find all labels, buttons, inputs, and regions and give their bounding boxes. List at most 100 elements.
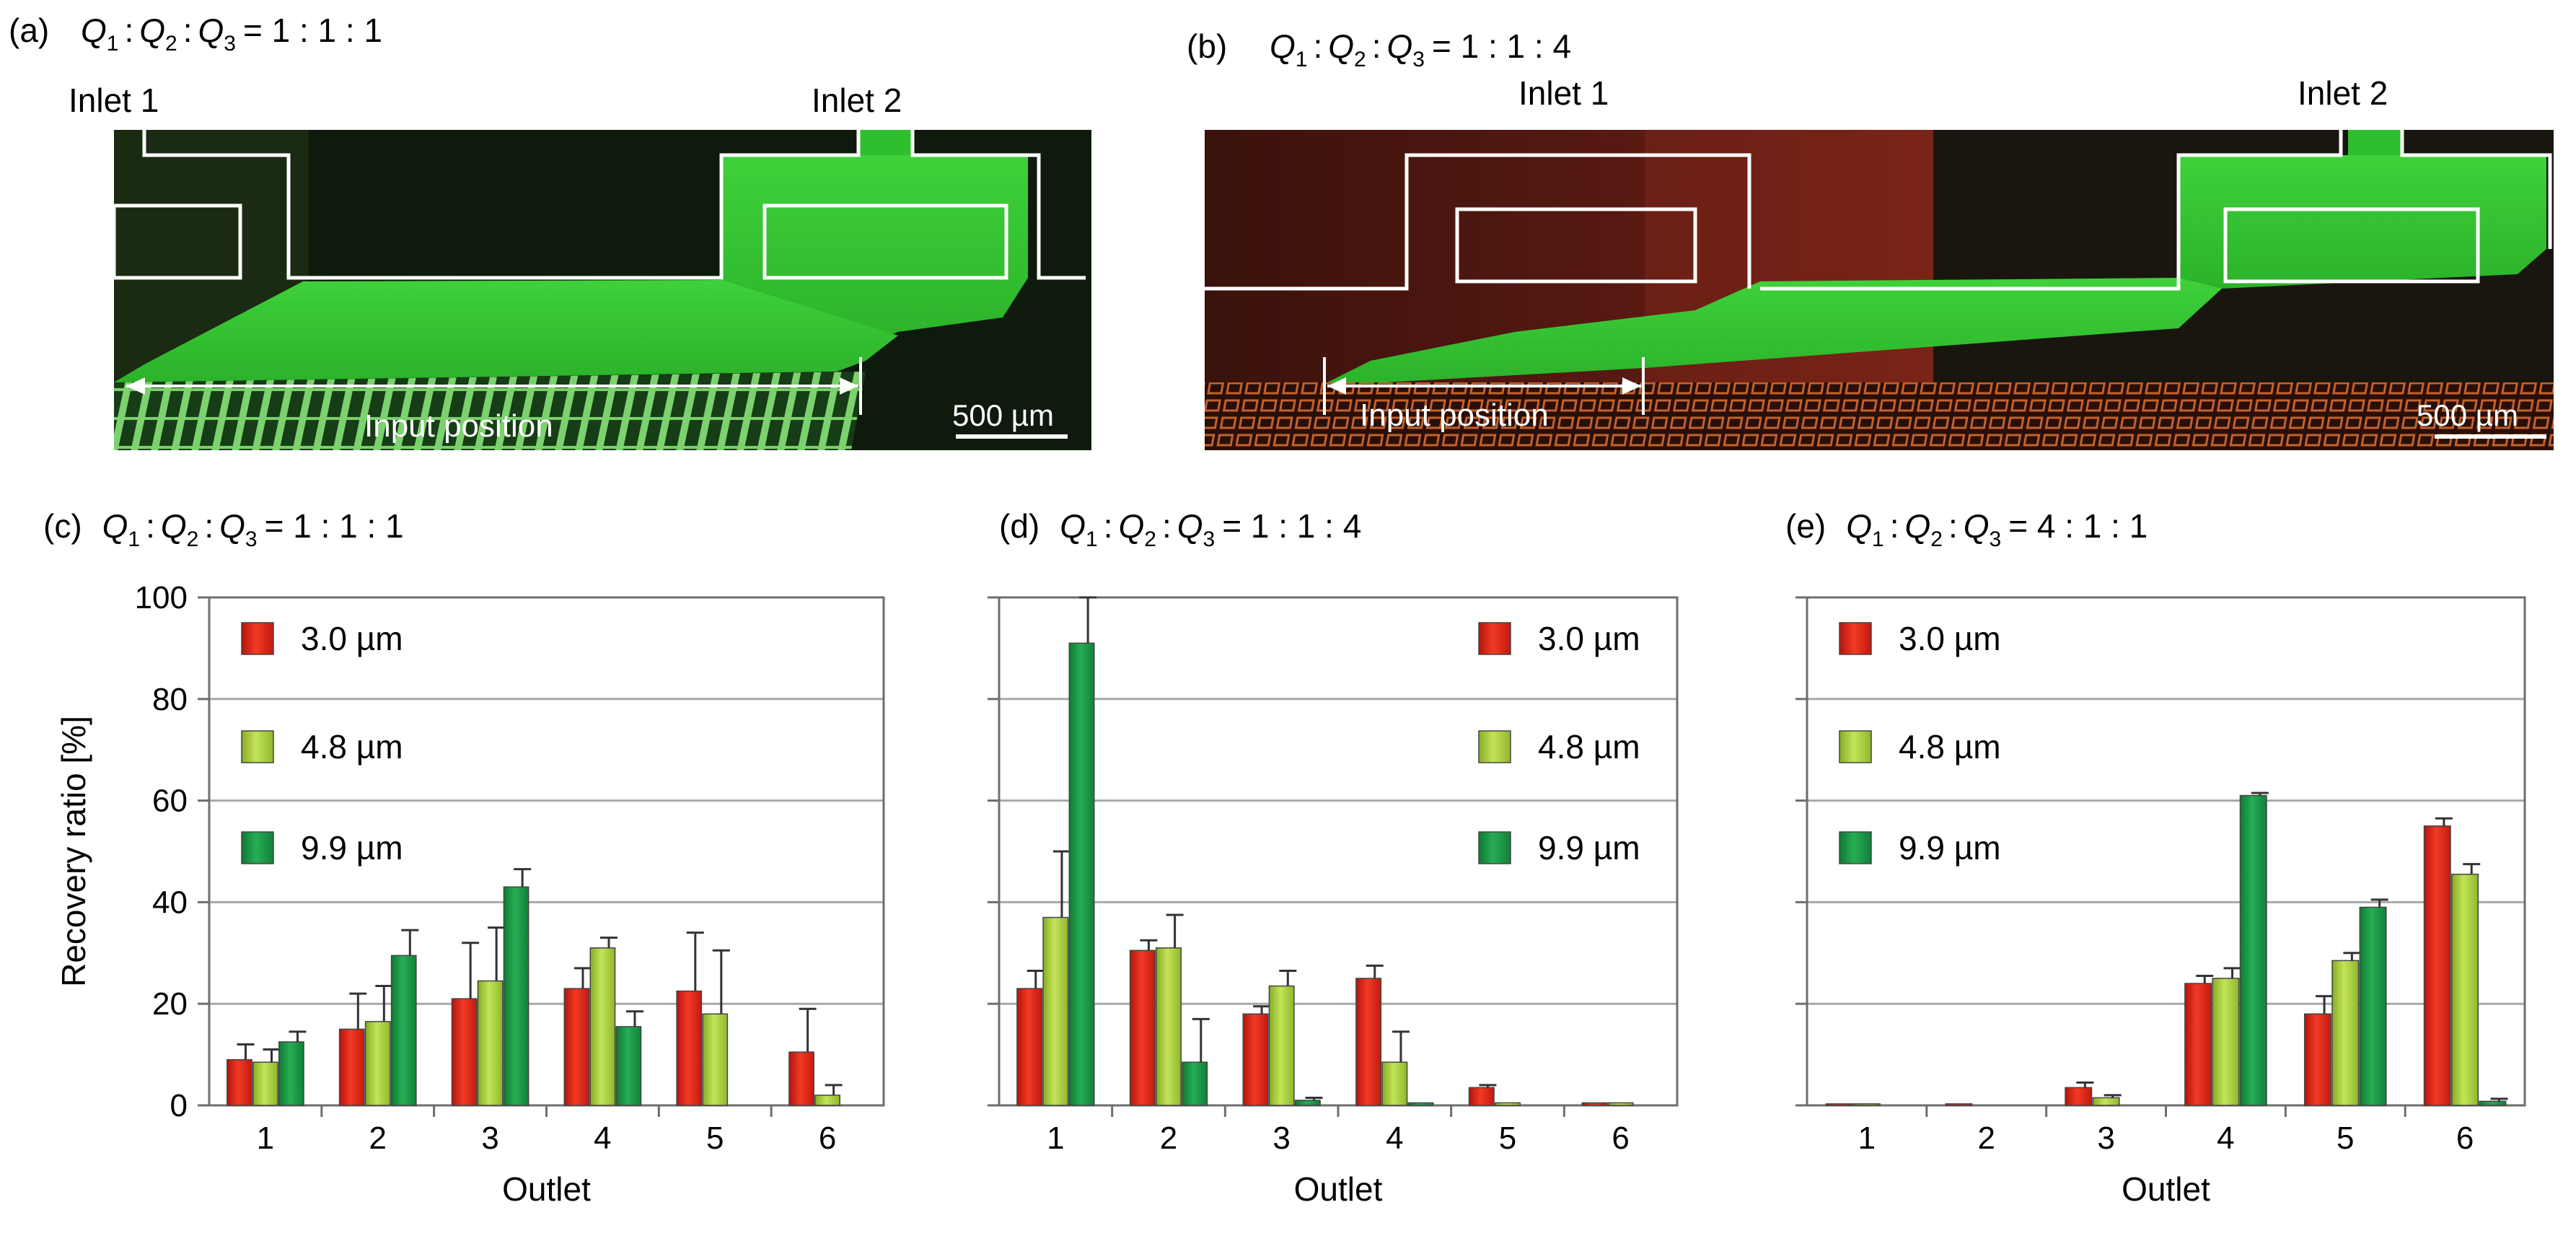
bar xyxy=(702,1013,729,1106)
legend-swatch xyxy=(1478,730,1511,763)
panel-b-micrograph: Input position 500 µm xyxy=(1205,130,2554,450)
legend-label: 3.0 µm xyxy=(301,620,403,657)
bar xyxy=(1042,916,1069,1106)
bar xyxy=(589,947,616,1106)
panel-b-label: (b) xyxy=(1187,27,1227,65)
bar xyxy=(1242,1013,1269,1106)
bar xyxy=(1495,1102,1521,1106)
bar xyxy=(1852,1103,1881,1106)
x-tick-label: 4 xyxy=(1386,1121,1403,1156)
panel-a-scale-bar-label: 500 µm xyxy=(952,398,1054,432)
bar xyxy=(503,886,529,1106)
bar xyxy=(676,990,703,1106)
bar xyxy=(2303,1013,2331,1106)
panel-b: (b) Q1: Q2: Q3 = 1 : 1 : 4 Inlet 1 Inlet 2 xyxy=(1187,27,2554,450)
x-tick-label: 6 xyxy=(1612,1121,1629,1156)
x-axis-label: Outlet xyxy=(502,1170,591,1208)
panel-a-micrograph: Input position 500 µm xyxy=(112,130,1091,450)
x-tick-label: 1 xyxy=(1047,1121,1064,1156)
bar xyxy=(2479,1100,2507,1106)
x-tick-label: 3 xyxy=(1272,1121,1290,1156)
x-tick-label: 3 xyxy=(481,1121,498,1156)
chart-panel-c: (c) Q1: Q2: Q3 = 1 : 1 : 1 0 20 40 60 80 100 Recove… xyxy=(43,507,885,1208)
bar xyxy=(390,955,417,1106)
bar xyxy=(1294,1100,1321,1106)
x-tick-label: 6 xyxy=(2456,1121,2474,1156)
x-tick-label: 4 xyxy=(2217,1121,2234,1156)
x-tick-label: 1 xyxy=(1858,1121,1876,1156)
x-axis-label: Outlet xyxy=(2122,1170,2210,1208)
x-axis-label: Outlet xyxy=(1294,1170,1383,1208)
x-tick-label: 6 xyxy=(819,1121,836,1156)
legend-label: 9.9 µm xyxy=(1538,829,1640,867)
bar xyxy=(2451,873,2479,1106)
chart-title: (d) Q1: Q2: Q3 = 1 : 1 : 4 xyxy=(999,507,1361,551)
panel-b-scale-bar-label: 500 µm xyxy=(2417,398,2518,432)
x-tick-label: 2 xyxy=(1978,1121,1995,1156)
legend-label: 4.8 µm xyxy=(1538,728,1640,766)
legend-label: 4.8 µm xyxy=(1899,728,2001,766)
legend-swatch xyxy=(1839,730,1872,763)
bar xyxy=(2184,983,2212,1106)
bar xyxy=(1381,1061,1408,1106)
y-tick-label: 40 xyxy=(152,885,188,920)
panel-a-input-position: Input position xyxy=(364,408,553,444)
panel-b-inlet1: Inlet 1 xyxy=(1518,74,1609,112)
x-tick-label: 5 xyxy=(2337,1121,2354,1156)
bar xyxy=(1607,1102,1634,1106)
panel-b-input-position: Input position xyxy=(1360,398,1549,433)
bar xyxy=(2065,1087,2093,1106)
bar xyxy=(1355,978,1382,1106)
x-tick-label: 5 xyxy=(706,1121,724,1156)
bar xyxy=(278,1041,304,1106)
bar xyxy=(2212,978,2240,1106)
bar xyxy=(1468,1087,1495,1106)
bar xyxy=(2423,825,2451,1106)
bar xyxy=(1407,1102,1434,1106)
legend-label: 4.8 µm xyxy=(301,728,403,766)
legend-label: 3.0 µm xyxy=(1538,620,1640,657)
x-tick-label: 1 xyxy=(257,1121,274,1156)
y-tick-label: 100 xyxy=(135,580,188,615)
bar xyxy=(788,1051,814,1106)
bar xyxy=(1156,947,1182,1106)
bar xyxy=(477,980,504,1106)
bar xyxy=(1268,985,1295,1106)
bar xyxy=(338,1028,365,1106)
bar xyxy=(1945,1103,1973,1106)
legend-label: 3.0 µm xyxy=(1899,620,2001,657)
bar xyxy=(2239,794,2267,1106)
x-tick-label: 2 xyxy=(1160,1121,1177,1156)
charts: (c) Q1: Q2: Q3 = 1 : 1 : 1 0 20 40 60 80 100 Recove… xyxy=(43,507,2526,1208)
bar xyxy=(1068,642,1095,1106)
bar xyxy=(364,1021,391,1106)
bar xyxy=(252,1061,278,1106)
legend-label: 9.9 µm xyxy=(1899,829,2001,867)
legend-swatch xyxy=(1478,831,1511,864)
bar xyxy=(2359,906,2387,1106)
legend-swatch xyxy=(1839,622,1872,655)
legend-swatch xyxy=(241,831,274,864)
x-tick-label: 5 xyxy=(1499,1121,1516,1156)
chart-panel-d: (d) Q1: Q2: Q3 = 1 : 1 : 4 1 2 3 4 5 6 Outlet 3.0 µm… xyxy=(988,507,1679,1208)
bar xyxy=(1016,988,1043,1106)
bar xyxy=(1129,950,1156,1106)
bar xyxy=(563,988,590,1106)
panel-b-inlet2: Inlet 2 xyxy=(2298,74,2388,112)
legend-label: 9.9 µm xyxy=(301,829,403,867)
y-tick-label: 60 xyxy=(152,784,188,819)
chart-title: (e) Q1: Q2: Q3 = 4 : 1 : 1 xyxy=(1785,507,2148,551)
bar xyxy=(451,998,478,1106)
legend-swatch xyxy=(1478,622,1511,655)
panel-a-inlet2: Inlet 2 xyxy=(812,82,902,119)
bar xyxy=(1182,1061,1208,1106)
bar xyxy=(1581,1102,1608,1106)
bar xyxy=(227,1058,252,1106)
bar xyxy=(615,1026,642,1106)
y-tick-label: 80 xyxy=(152,682,188,717)
legend-swatch xyxy=(241,730,274,763)
x-tick-label: 4 xyxy=(594,1121,611,1156)
panel-a: (a) Q1: Q2: Q3 = 1 : 1 : 1 Inlet 1 Inlet 2 xyxy=(9,12,1091,450)
y-tick-label: 20 xyxy=(152,986,188,1022)
